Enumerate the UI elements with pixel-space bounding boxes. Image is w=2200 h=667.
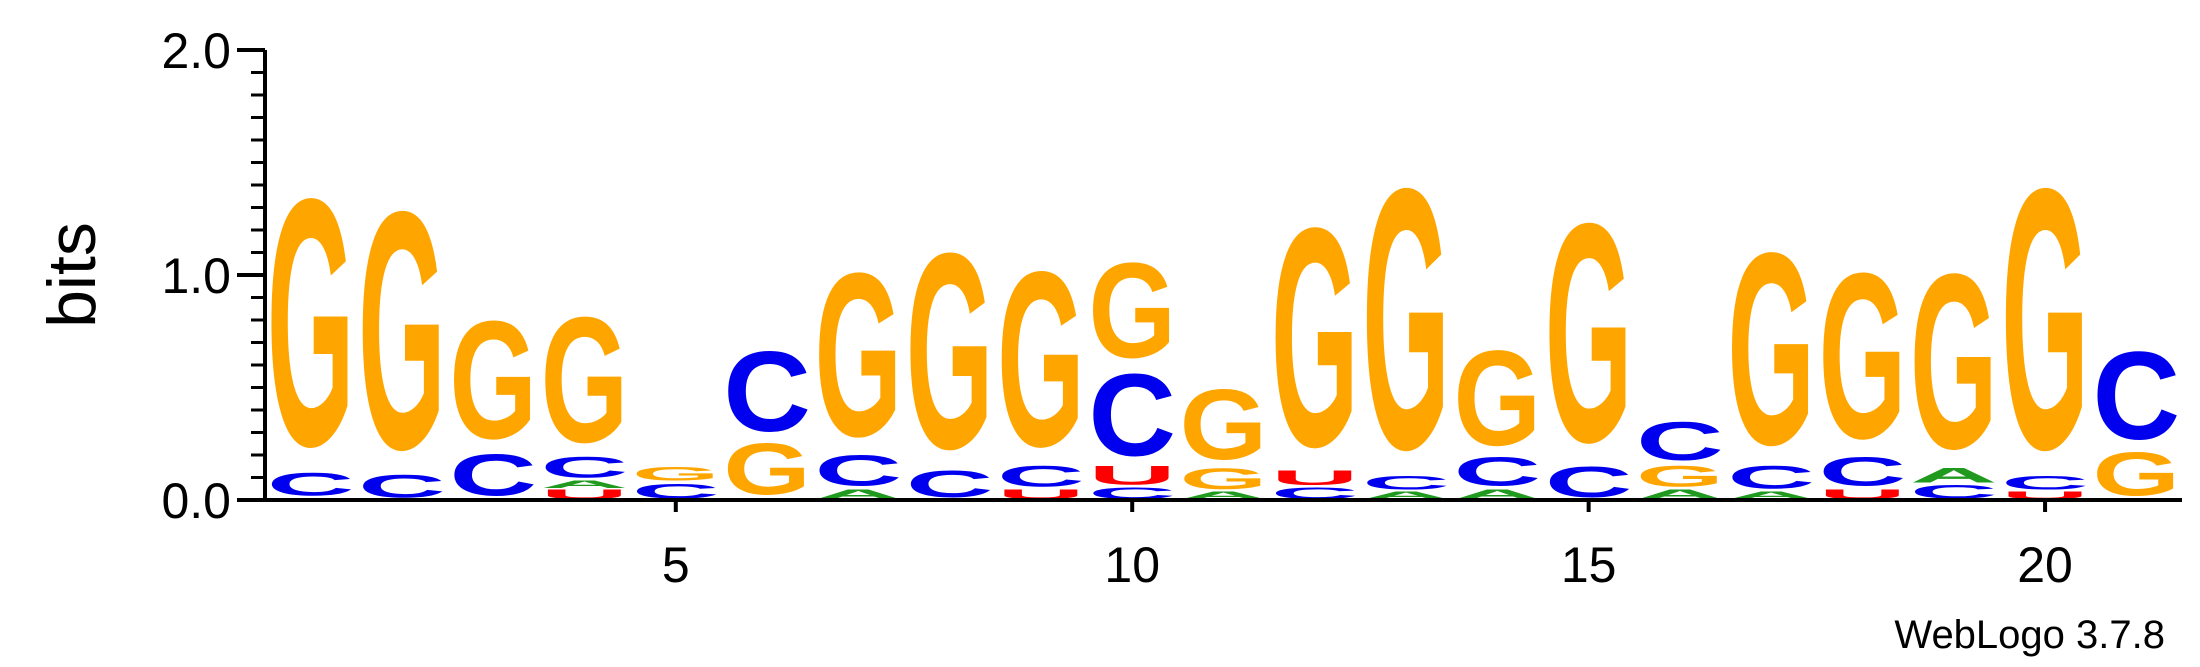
glyph-G: G [2093,440,2181,509]
glyph-U: U [1271,465,1359,489]
x-tick-label: 5 [662,537,690,593]
glyph-G: G [1088,235,1176,386]
glyph-C: C [541,450,629,483]
glyph-C: C [723,327,811,455]
y-axis-title: bits [34,222,110,328]
glyph-C: C [997,459,1085,492]
y-tick-label: 1.0 [161,248,231,304]
logo-column-21: GC [2093,327,2181,509]
logo-column-19: CAG [1910,223,1998,502]
glyph-C: C [815,447,903,495]
glyph-G: G [1180,367,1268,480]
logo-column-1: UCG [267,125,355,520]
glyph-C: C [1819,449,1907,494]
glyph-G: G [815,224,903,485]
glyph-G: G [358,140,446,520]
logo-column-7: ACG [815,224,903,502]
glyph-C: C [267,466,355,502]
glyph-U: U [1088,460,1176,491]
glyph-G: G [541,280,629,480]
glyph-C: C [449,442,537,509]
logo-column-15: CG [1545,159,1633,508]
logo-column-16: AGC [1636,411,1724,502]
glyph-G: G [1727,196,1815,502]
logo-column-11: AGG [1180,367,1268,501]
glyph-G: G [632,464,720,485]
glyph-G: G [1362,112,1450,528]
logo-column-17: ACG [1727,196,1815,502]
glyph-G: G [449,286,537,474]
glyph-C: C [1454,449,1542,494]
glyph-C: C [2001,473,2089,494]
y-tick-label: 0.0 [161,473,231,529]
glyph-G: G [1545,159,1633,508]
glyph-G: G [1910,223,1998,501]
glyph-G: G [1454,323,1542,474]
glyph-C: C [2093,327,2181,466]
y-tick-label: 2.0 [161,23,231,79]
logo-column-14: ACG [1454,323,1542,502]
x-tick-label: 20 [2017,537,2073,593]
logo-column-6: GC [723,327,811,511]
glyph-A: A [541,478,629,490]
logo-column-9: UCG [997,221,1085,502]
glyph-C: C [1271,484,1359,502]
glyph-A: A [1910,463,1998,487]
x-tick-label: 10 [1104,537,1160,593]
logo-column-5: CG [632,464,720,503]
glyph-C: C [1088,484,1176,502]
logo-column-12: CUG [1271,163,1359,512]
glyph-G: G [723,429,811,511]
weblogo-credit: WebLogo 3.7.8 [1894,613,2165,657]
glyph-G: G [1819,226,1907,489]
x-tick-label: 15 [1561,537,1617,593]
glyph-C: C [1727,459,1815,495]
logo-column-20: UCG [2001,112,2089,528]
glyph-G: G [267,125,355,520]
glyph-C: C [1362,473,1450,494]
glyph-G: G [1636,460,1724,493]
glyph-C: C [1910,482,1998,503]
x-axis-ticks: 5 10 15 20 [662,500,2073,593]
glyph-G: G [1180,462,1268,495]
glyph-G: G [906,196,994,508]
glyph-G: G [997,221,1085,499]
logo-column-18: UCG [1819,226,1907,502]
glyph-C: C [1088,350,1176,480]
logo-column-8: CG [906,196,994,508]
logo-column-2: CG [358,140,446,520]
logo-glyph-stacks: UCGCGCGUACGCGGCACGCGUCGCUCGAGGCUGACGACGC… [267,112,2180,528]
glyph-C: C [1636,411,1724,472]
logo-column-3: CG [449,286,537,508]
y-axis-ticks: 0.0 1.0 2.0 [161,23,265,529]
logo-column-13: ACG [1362,112,1450,528]
glyph-G: G [2001,112,2089,528]
glyph-G: G [1271,163,1359,512]
